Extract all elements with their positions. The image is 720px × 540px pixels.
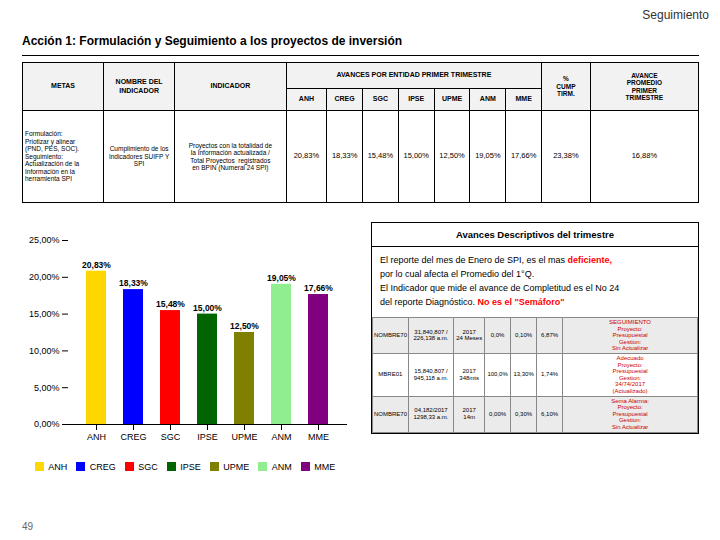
html-text:NOMBRE DEL INDICADOR: NOMBRE DEL INDICADOR: [115, 78, 163, 94]
html-text:0,10%: 0,10%: [515, 332, 533, 339]
html-text:0,30%: 0,30%: [515, 410, 533, 417]
html-text:23,38%: 23,38%: [553, 151, 579, 161]
svg-text:20,00%: 20,00%: [29, 272, 60, 282]
html-text:15,00%: 15,00%: [403, 151, 429, 161]
svg-text:15,00%: 15,00%: [29, 309, 60, 319]
html-text:Avances Descriptivos del trime: Avances Descriptivos del trimestre: [456, 229, 614, 240]
html-text:IPSE: IPSE: [180, 461, 201, 472]
svg-text:18,33%: 18,33%: [119, 278, 148, 288]
svg-text:5,00%: 5,00%: [34, 383, 60, 393]
svg-text:0,00%: 0,00%: [34, 419, 60, 429]
html-text:2017 14m: 2017 14m: [462, 407, 476, 420]
html-text:Seguimiento: Seguimiento: [642, 8, 709, 22]
html-text:del reporte Diagnóstico. No es: del reporte Diagnóstico. No es el "Semáf…: [380, 297, 565, 307]
html-text:1,74%: 1,74%: [541, 371, 559, 378]
html-text:13,30%: 13,30%: [513, 371, 534, 378]
svg-text:UPME: UPME: [231, 432, 257, 442]
html-text:INDICADOR: INDICADOR: [210, 82, 251, 90]
html-text:17,66%: 17,66%: [510, 151, 537, 161]
html-text:6,10%: 6,10%: [541, 410, 559, 417]
svg-text:IPSE: IPSE: [197, 432, 218, 442]
html-text:por lo cual afecta el Promedio: por lo cual afecta el Promedio del 1°Q.: [380, 269, 535, 279]
html-text:ANH: ANH: [48, 461, 68, 472]
html-text:100,0%: 100,0%: [487, 371, 508, 378]
html-text:Adecuado Proyecto: Presupuesta: Adecuado Proyecto: Presupuestal Gestion:…: [612, 355, 648, 394]
html-text:UPME: UPME: [441, 95, 463, 103]
html-text:18,33%: 18,33%: [331, 151, 358, 161]
svg-text:17,66%: 17,66%: [304, 283, 333, 293]
svg-text:15,00%: 15,00%: [193, 303, 222, 313]
html-text:0,00%: 0,00%: [489, 410, 507, 417]
svg-text:12,50%: 12,50%: [230, 321, 259, 331]
html-text:49: 49: [22, 521, 34, 532]
html-text:16,88%: 16,88%: [631, 151, 658, 161]
html-text:ANH: ANH: [298, 95, 314, 103]
svg-text:SGC: SGC: [161, 432, 181, 442]
html-text:METAS: METAS: [51, 82, 75, 90]
svg-text:20,83%: 20,83%: [82, 260, 111, 270]
html-text:SGC: SGC: [372, 95, 388, 103]
html-text:19,05%: 19,05%: [475, 151, 501, 161]
html-text:12,50%: 12,50%: [439, 151, 465, 161]
html-text:20,83%: 20,83%: [293, 151, 320, 161]
html-text:0,0%: 0,0%: [490, 332, 505, 339]
html-text:2017 24 Meses: 2017 24 Meses: [456, 328, 483, 342]
html-text:Formulación: Priotizar y aline: Formulación: Priotizar y alinear (PND, P…: [25, 130, 80, 183]
svg-text:10,00%: 10,00%: [29, 346, 60, 356]
svg-text:ANH: ANH: [87, 432, 106, 442]
html-text:Proyectos con la totalidad de: Proyectos con la totalidad de la Informa…: [188, 141, 273, 171]
html-text:NOMBRE70: NOMBRE70: [374, 332, 407, 339]
html-text:ANM: ANM: [271, 461, 292, 472]
html-text:El reporte del mes de Enero de: El reporte del mes de Enero de SPI, es e…: [380, 255, 613, 265]
svg-text:25,00%: 25,00%: [29, 235, 60, 245]
html-text:Cumplimiento de los Indicadore: Cumplimiento de los Indicadores SUIFP Y …: [108, 145, 172, 168]
html-text:04,182/2017 1298,33 a.m.: 04,182/2017 1298,33 a.m.: [413, 407, 449, 420]
html-text:AVANCES POR ENTIDAD PRIMER TRI: AVANCES POR ENTIDAD PRIMER TRIMESTRE: [336, 71, 492, 79]
html-text:CREG: CREG: [89, 461, 116, 472]
html-text:SEGUIMIENTO Proyecto: Presupue: SEGUIMIENTO Proyecto: Presupuestal Gesti…: [609, 319, 651, 352]
html-text:ANM: ANM: [479, 95, 496, 103]
html-text:15,840,807 / 945,118 a.m.: 15,840,807 / 945,118 a.m.: [413, 368, 449, 381]
html-text:MME: MME: [515, 95, 532, 103]
svg-text:ANM: ANM: [272, 432, 292, 442]
html-text:15,48%: 15,48%: [367, 151, 394, 161]
html-text:Sema Alarma: Proyecto: Presupu: Sema Alarma: Proyecto: Presupuestal Gest…: [611, 397, 649, 430]
html-text:% CUMP TIRM.: % CUMP TIRM.: [556, 75, 576, 98]
svg-text:19,05%: 19,05%: [267, 273, 296, 283]
html-text:Acción 1: Formulación y Seguim: Acción 1: Formulación y Seguimiento a lo…: [22, 34, 403, 48]
html-text:31,840,807 / 226,138 a.m.: 31,840,807 / 226,138 a.m.: [413, 328, 449, 342]
html-text:SGC: SGC: [138, 461, 158, 472]
html-text:AVANCE PROMEDIO PRIMER TRIMEST: AVANCE PROMEDIO PRIMER TRIMESTRE: [625, 71, 664, 101]
html-text:CREG: CREG: [334, 95, 355, 103]
html-text:NOMBRE70: NOMBRE70: [374, 410, 407, 417]
html-text:6,87%: 6,87%: [541, 332, 559, 339]
html-text:MME: MME: [314, 461, 336, 472]
svg-text:MME: MME: [308, 432, 329, 442]
html-text:UPME: UPME: [223, 461, 250, 472]
html-text:IPSE: IPSE: [408, 95, 425, 103]
html-text:El Indicador que mide el avanc: El Indicador que mide el avance de Compl…: [380, 283, 620, 293]
svg-text:15,48%: 15,48%: [156, 299, 185, 309]
svg-text:CREG: CREG: [120, 432, 146, 442]
html-text:2017 348mts: 2017 348mts: [459, 368, 479, 381]
html-text:MBRE01: MBRE01: [378, 371, 403, 378]
